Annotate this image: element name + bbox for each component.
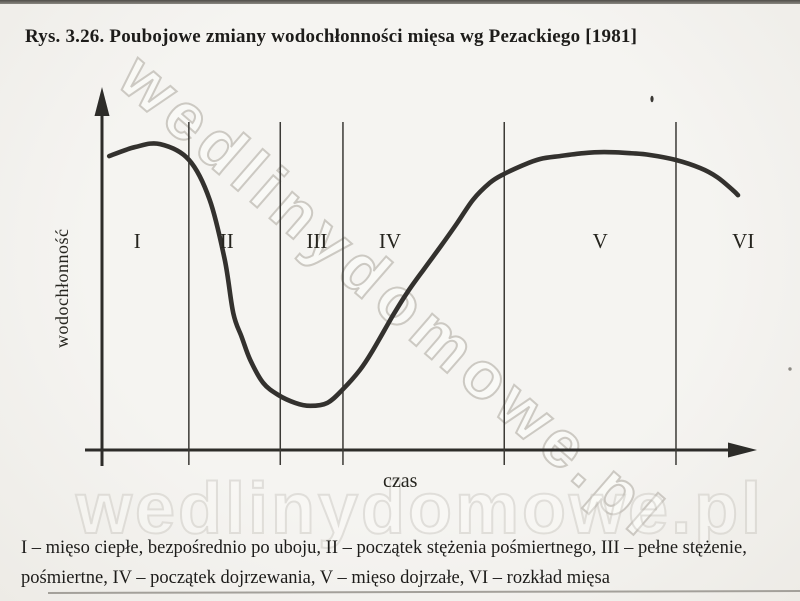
- figure-caption: I – mięso ciepłe, bezpośrednio po uboju,…: [21, 533, 799, 593]
- ink-speck: [788, 367, 792, 371]
- x-axis-label: czas: [383, 470, 418, 492]
- curve-wodochlonnosc: [106, 141, 741, 409]
- caption-line-1: I – mięso ciepłe, bezpośrednio po uboju,…: [21, 538, 747, 558]
- y-axis-arrow: [94, 87, 110, 116]
- scan-edge-top: [0, 0, 800, 4]
- ink-speck: [650, 95, 654, 103]
- watermark-bottom: wedlinydomowe.pl: [75, 468, 765, 550]
- caption-line-2: pośmiertne, IV – początek dojrzewania, V…: [21, 568, 610, 588]
- x-axis-arrow: [728, 442, 757, 458]
- y-axis-label: wodochłonność: [52, 228, 72, 348]
- figure-title: Rys. 3.26. Poubojowe zmiany wodochłonnoś…: [25, 26, 638, 47]
